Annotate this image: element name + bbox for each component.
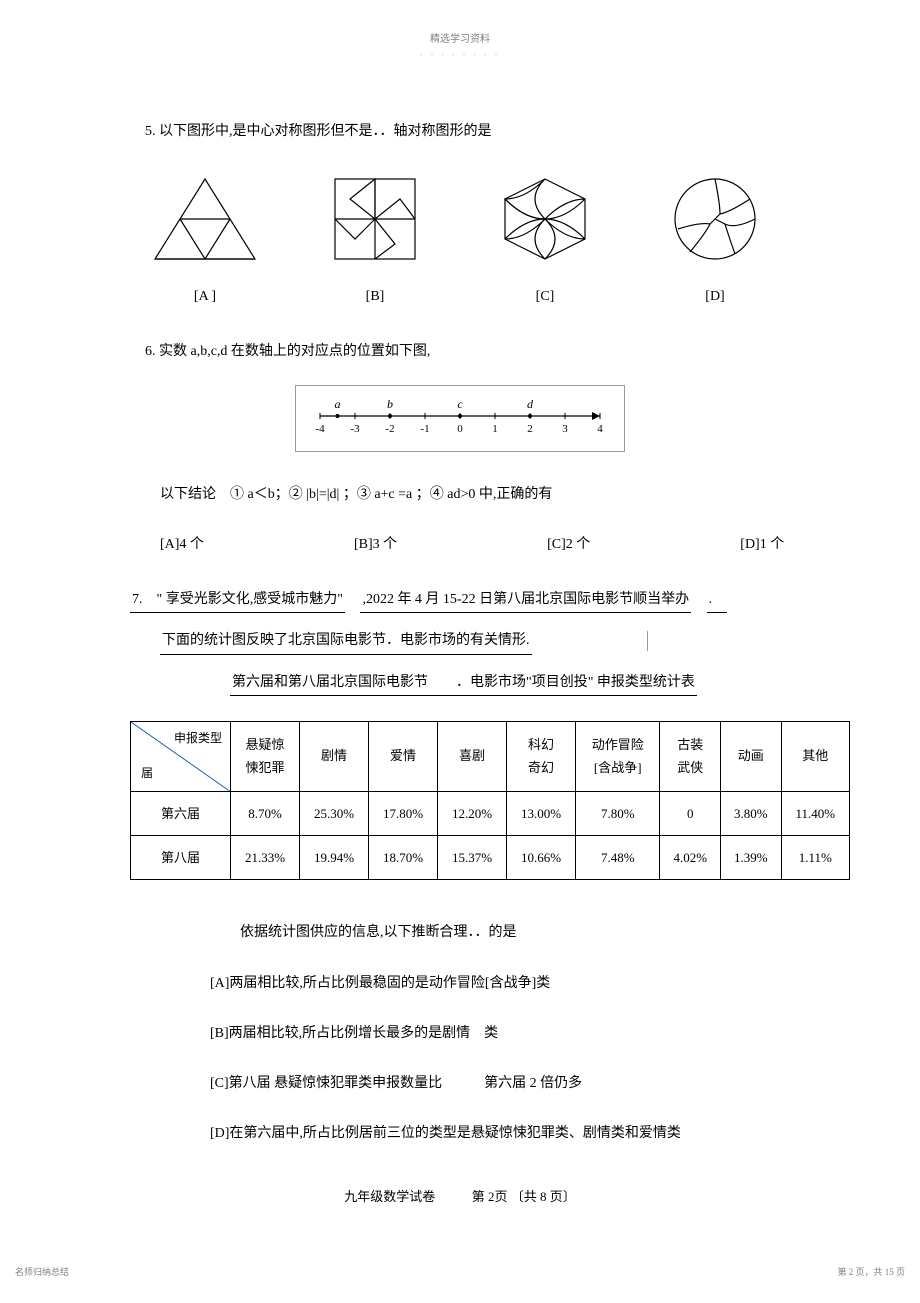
q6-options: [A]4 个 [B]3 个 [C]2 个 [D]1 个: [160, 532, 850, 557]
svg-text:-1: -1: [420, 423, 429, 434]
svg-text:-3: -3: [350, 423, 360, 434]
q5-label-c: [C]: [485, 284, 605, 309]
question-6: 6. 实数 a,b,c,d 在数轴上的对应点的位置如下图, -4 -3 -2 -1 0 1…: [70, 339, 850, 557]
q7-line2-text: 下面的统计图反映了北京国际电影节．电影市场的有关情形.: [160, 628, 532, 654]
footer-center-b: 第 2页 〔共 8 页〕: [472, 1189, 576, 1204]
q6-text: 6. 实数 a,b,c,d 在数轴上的对应点的位置如下图,: [145, 339, 850, 364]
footer-bottom-right: 第 2 页，共 15 页: [837, 1265, 905, 1278]
q7-table: 申报类型届悬疑惊悚犯罪剧情爱情喜剧科幻奇幻动作冒险[含战争]古装武侠动画其他第六…: [130, 721, 850, 881]
q5-shape-c: [485, 169, 605, 269]
question-5: 5. 以下图形中,是中心对称图形但不是．．轴对称图形的是: [70, 119, 850, 309]
q7-opt-b: [B]两届相比较,所占比例增长最多的是剧情 类: [210, 1021, 850, 1046]
q5-label-a: [A ]: [145, 284, 265, 309]
svg-text:1: 1: [492, 423, 498, 434]
q7-opt-c: [C]第八届 悬疑惊悚犯罪类申报数量比 第六届 2 倍仍多: [210, 1071, 850, 1096]
q5-shape-b: [315, 169, 435, 269]
page-top-header: 精选学习资料: [70, 30, 850, 45]
footer-center: 九年级数学试卷 第 2页 〔共 8 页〕: [70, 1186, 850, 1205]
decorative-line: [647, 631, 648, 651]
svg-text:b: b: [387, 397, 393, 411]
q5-text: 5. 以下图形中,是中心对称图形但不是．．轴对称图形的是: [145, 119, 850, 144]
svg-text:0: 0: [457, 423, 463, 434]
q7-line3-text: 第六届和第八届北京国际电影节 ．电影市场"项目创投" 申报类型统计表: [230, 670, 697, 696]
q5-label-d: [D]: [655, 284, 775, 309]
q5-shapes-row: [70, 169, 850, 269]
svg-text:c: c: [457, 397, 463, 411]
q7-opt-a: [A]两届相比较,所占比例最稳固的是动作冒险[含战争]类: [210, 971, 850, 996]
numberline-box: -4 -3 -2 -1 0 1 2 3 4 a b c d: [295, 385, 625, 452]
page-top-dots: - - - - - - - -: [70, 50, 850, 59]
numberline-wrap: -4 -3 -2 -1 0 1 2 3 4 a b c d: [70, 385, 850, 452]
numberline-svg: -4 -3 -2 -1 0 1 2 3 4 a b c d: [310, 394, 610, 434]
q7-line1: 7. " 享受光影文化,感受城市魅力" ,2022 年 4 月 15-22 日第…: [130, 587, 850, 613]
q6-subtext: 以下结论 ① a＜b；② |b|=|d| ；③ a+c =a ；④ ad>0 中…: [160, 482, 850, 507]
q7-line3: 第六届和第八届北京国际电影节 ．电影市场"项目创投" 申报类型统计表: [230, 670, 850, 696]
q6-opt-a: [A]4 个: [160, 532, 204, 557]
svg-text:4: 4: [597, 423, 603, 434]
q7-line2: 下面的统计图反映了北京国际电影节．电影市场的有关情形.: [160, 628, 850, 654]
q6-opt-c: [C]2 个: [547, 532, 590, 557]
q7-opt-d: [D]在第六届中,所占比例居前三位的类型是悬疑惊悚犯罪类、剧情类和爱情类: [210, 1121, 850, 1146]
svg-text:3: 3: [562, 423, 568, 434]
q7-options: [A]两届相比较,所占比例最稳固的是动作冒险[含战争]类 [B]两届相比较,所占…: [130, 971, 850, 1147]
svg-text:2: 2: [527, 423, 533, 434]
svg-text:a: a: [335, 397, 341, 411]
q5-shape-a: [145, 169, 265, 269]
footer-center-a: 九年级数学试卷: [344, 1189, 435, 1204]
q7-after-text: 依据统计图供应的信息,以下推断合理．．的是: [240, 920, 850, 945]
q7-line1b: ,2022 年 4 月 15-22 日第八届北京国际电影节顺当举办: [360, 587, 691, 613]
q5-shape-d: [655, 169, 775, 269]
svg-text:d: d: [527, 397, 534, 411]
q7-line1c: .: [707, 587, 727, 613]
q5-labels-row: [A ] [B] [C] [D]: [70, 284, 850, 309]
svg-text:-4: -4: [315, 423, 325, 434]
q7-line1a: 7. " 享受光影文化,感受城市魅力": [130, 587, 345, 613]
svg-text:-2: -2: [385, 423, 394, 434]
q6-opt-d: [D]1 个: [740, 532, 784, 557]
footer-bottom-left: 名师归纳总结: [15, 1265, 69, 1278]
q5-label-b: [B]: [315, 284, 435, 309]
q6-opt-b: [B]3 个: [354, 532, 397, 557]
question-7: 7. " 享受光影文化,感受城市魅力" ,2022 年 4 月 15-22 日第…: [130, 587, 850, 1146]
